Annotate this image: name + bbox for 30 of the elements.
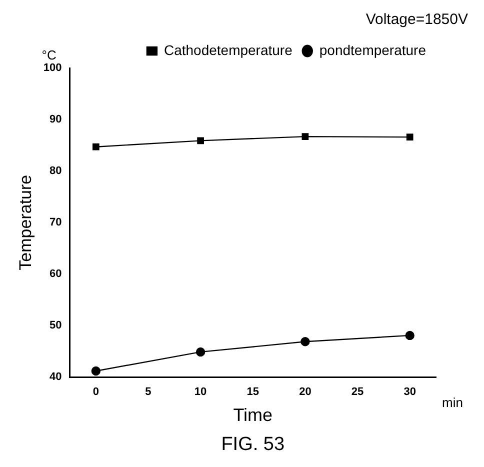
point — [302, 133, 309, 140]
x-tick-label: 15 — [246, 386, 259, 398]
y-axis-title: Temperature — [16, 174, 35, 270]
x-tick-label: 10 — [194, 386, 207, 398]
point — [406, 134, 414, 140]
x-tick-label: 5 — [145, 386, 152, 398]
y-tick-label: 40 — [50, 371, 62, 384]
point — [197, 137, 204, 144]
point — [91, 366, 101, 376]
x-tick-label: 20 — [299, 386, 312, 398]
text: °C — [42, 48, 56, 63]
y-tick-label: 100 — [43, 62, 62, 74]
text: Voltage=1850V — [366, 11, 468, 28]
x-tick-label: 0 — [92, 386, 99, 398]
legend-label: pondtemperature — [319, 42, 426, 58]
point — [196, 347, 206, 357]
point — [405, 330, 414, 340]
y-tick-label: 50 — [50, 320, 62, 332]
y-tick-label: 60 — [50, 268, 62, 280]
x-axis-title: Time — [233, 405, 273, 426]
text: min — [442, 394, 463, 410]
y-tick-label: 70 — [50, 216, 62, 229]
x-tick-label: 25 — [351, 386, 364, 398]
point — [92, 143, 100, 150]
caption: FIG. 53 — [221, 434, 285, 456]
legend-label: Cathodetemperature — [164, 42, 293, 58]
x-tick-label: 30 — [404, 386, 416, 398]
point — [300, 337, 310, 346]
y-tick-label: 90 — [50, 114, 62, 126]
y-tick-label: 80 — [50, 165, 62, 178]
